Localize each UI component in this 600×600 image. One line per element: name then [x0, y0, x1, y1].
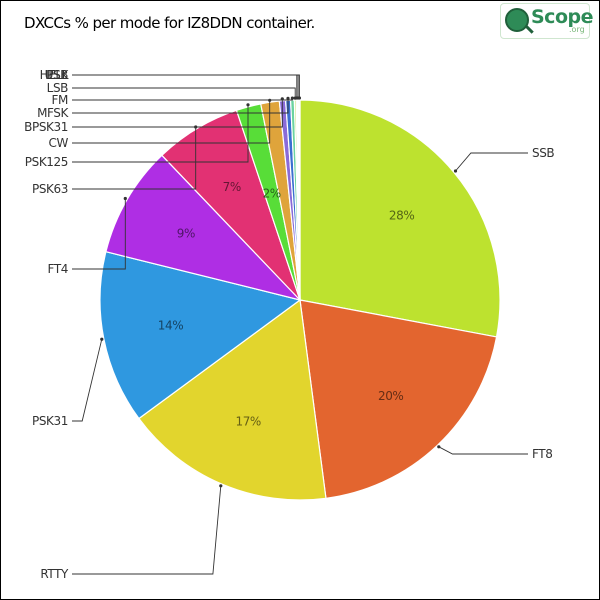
slice-labels: SSB FT8 RTTY PSK31 FT4 PSK63 PSK125 CW BPSK31MFS…	[24, 68, 555, 581]
leader-line-mfsk	[72, 98, 289, 114]
leader-line-usb	[72, 74, 300, 98]
slice-label-hell: HELL	[40, 68, 69, 82]
pie-slices	[99, 99, 501, 501]
slice-label-psk: PSK	[46, 68, 69, 82]
percent-label-ft4: 9%	[177, 227, 195, 241]
slice-label-ssb: SSB	[532, 146, 554, 160]
slice-label-ft8: FT8	[532, 447, 552, 461]
slice-label-rtty: RTTY	[40, 567, 69, 581]
logo-subtext: .org	[569, 25, 585, 34]
slice-label-lsb: LSB	[47, 81, 69, 95]
percent-label-rtty: 17%	[235, 414, 260, 428]
percent-label-ssb: 28%	[389, 209, 414, 223]
leader-dot-usb	[297, 96, 301, 100]
leader-line-lsb	[72, 87, 296, 99]
chart-title: DXCCs % per mode for IZ8DDN container.	[24, 14, 315, 32]
percent-label-psk125: 2%	[263, 187, 281, 201]
slice-label-mfsk: MFSK	[37, 106, 69, 120]
slice-psk31	[99, 250, 302, 420]
leader-line-bpsk31	[72, 98, 283, 128]
leader-dot-ft4	[123, 196, 127, 201]
leader-dot-ssb	[453, 169, 458, 173]
slice-usb	[298, 99, 301, 301]
leader-dot-mfsk	[286, 96, 290, 100]
slice-label-ft4: FT4	[48, 262, 68, 276]
slice-label-psk63: PSK63	[32, 182, 68, 196]
slice-ft8	[299, 299, 498, 499]
slice-label-cw: CW	[49, 136, 69, 150]
magnifier-icon	[505, 8, 529, 32]
leader-line-ft8	[438, 446, 528, 455]
leader-line-psk	[72, 74, 299, 98]
leader-line-psk125	[72, 104, 249, 163]
leader-dot-psk31	[100, 337, 104, 341]
leader-dot-ft8	[437, 445, 441, 449]
logo-text: Scope	[531, 6, 594, 28]
qrzscope-logo: Scope .org	[500, 3, 594, 39]
leader-line-fm	[72, 98, 293, 101]
slice-label-usb: USB	[45, 68, 69, 82]
leader-dot-psk125	[246, 103, 250, 107]
slice-label-psk125: PSK125	[25, 155, 68, 169]
leader-dot-rtty	[219, 484, 223, 488]
leader-line-hell	[72, 74, 298, 98]
slice-label-psk31: PSK31	[32, 414, 68, 428]
percent-labels: 28% 20% 17% 14% 9% 7% 2%	[158, 180, 415, 428]
slice-ft4	[105, 154, 302, 302]
leader-line-rtty	[72, 485, 222, 575]
leader-lines	[72, 74, 528, 575]
leader-line-cw	[72, 100, 271, 144]
leader-line-ft4	[72, 198, 126, 270]
slice-rtty	[138, 298, 327, 501]
leader-line-ssb	[455, 152, 528, 172]
slice-ssb	[299, 99, 501, 338]
leader-line-psk63	[72, 127, 197, 190]
percent-label-ft8: 20%	[378, 389, 403, 403]
leader-dot-fm	[290, 96, 294, 100]
slice-label-fm: FM	[52, 93, 69, 107]
leader-line-psk31	[72, 339, 103, 422]
percent-label-psk63: 7%	[223, 180, 241, 194]
percent-label-psk31: 14%	[158, 319, 183, 333]
slice-label-bpsk31: BPSK31	[24, 120, 68, 134]
